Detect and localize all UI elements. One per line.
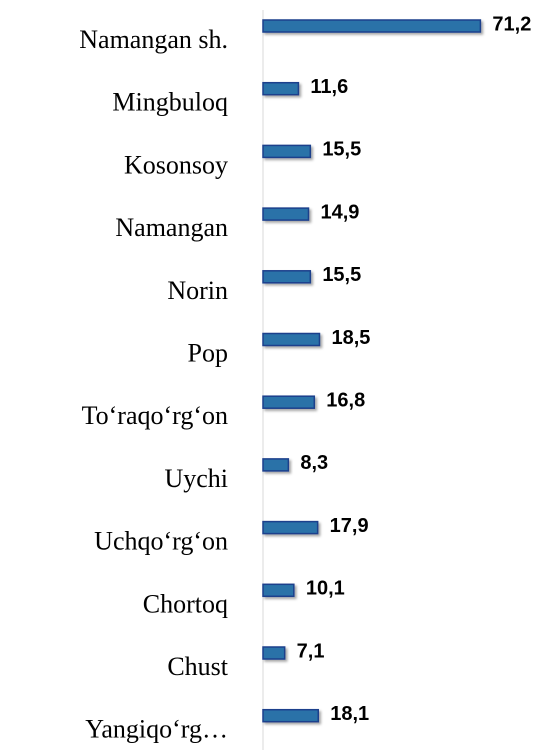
value-label: 7,1 (297, 640, 325, 662)
bar (262, 708, 320, 723)
value-label: 10,1 (306, 578, 345, 600)
category-label: Namangan sh. (79, 25, 228, 54)
category-label: Kosonsoy (124, 150, 228, 179)
category-label: Yangiqo‘rg… (85, 715, 228, 744)
category-label: Chortoq (143, 589, 228, 618)
bar (262, 458, 290, 472)
category-label: Chust (167, 652, 228, 681)
bar (262, 144, 312, 159)
category-label: Namangan (115, 213, 228, 242)
category-label: Mingbuloq (112, 88, 228, 117)
value-label: 18,1 (330, 703, 369, 725)
value-label: 71,2 (492, 13, 531, 35)
bar (262, 332, 321, 347)
category-label: Pop (188, 338, 228, 367)
value-label: 17,9 (330, 515, 369, 537)
category-label: Uchqo‘rg‘on (94, 527, 228, 556)
bar (262, 646, 286, 660)
value-label: 15,5 (322, 264, 361, 286)
bar (262, 520, 319, 535)
category-label: To‘raqo‘rg‘on (82, 401, 228, 430)
value-label: 11,6 (310, 76, 348, 98)
bar (262, 19, 482, 33)
category-label: Uychi (164, 464, 228, 493)
value-label: 14,9 (320, 201, 359, 223)
bar (262, 270, 312, 284)
value-label: 8,3 (300, 452, 328, 474)
value-label: 18,5 (331, 327, 370, 349)
bar (262, 207, 310, 221)
value-label: 15,5 (322, 139, 361, 161)
category-label: Norin (167, 276, 228, 305)
bar (262, 583, 295, 598)
bar (262, 395, 316, 409)
value-label: 16,8 (326, 389, 365, 411)
bar (262, 81, 300, 96)
